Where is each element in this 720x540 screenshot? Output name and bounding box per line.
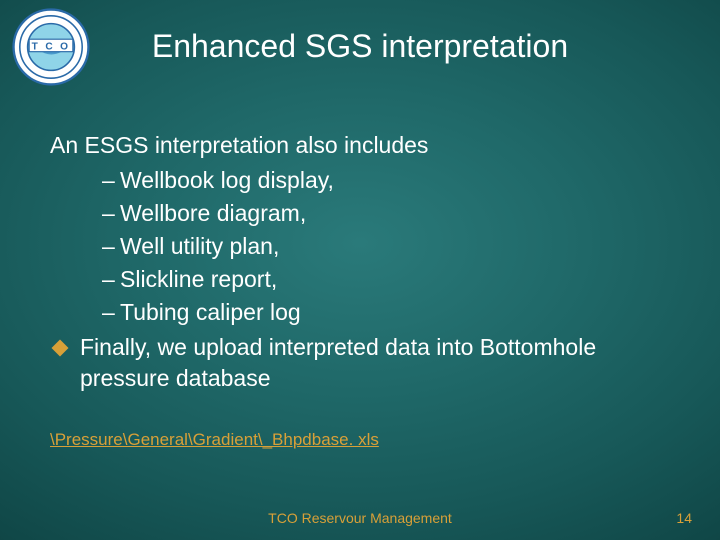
bullet-item: Finally, we upload interpreted data into… [50, 332, 670, 394]
file-path-link[interactable]: \Pressure\General\Gradient\_Bhpdbase. xl… [50, 430, 379, 450]
sub-item-text: Well utility plan, [120, 233, 279, 259]
footer-text: TCO Reservour Management [0, 510, 720, 526]
slide-title: Enhanced SGS interpretation [0, 28, 720, 65]
page-number: 14 [676, 510, 692, 526]
sub-item: –Wellbook log display, [102, 165, 670, 196]
sub-item: –Wellbore diagram, [102, 198, 670, 229]
sub-item: –Well utility plan, [102, 231, 670, 262]
diamond-bullet-icon [52, 340, 69, 357]
slide-body: An ESGS interpretation also includes –We… [50, 130, 670, 394]
sub-item-text: Wellbook log display, [120, 167, 334, 193]
sub-item-text: Slickline report, [120, 266, 277, 292]
bullet-text: Finally, we upload interpreted data into… [80, 332, 670, 394]
lead-text: An ESGS interpretation also includes [50, 130, 670, 161]
slide: T C O Enhanced SGS interpretation An ESG… [0, 0, 720, 540]
sub-item: –Slickline report, [102, 264, 670, 295]
sub-item-text: Wellbore diagram, [120, 200, 306, 226]
sub-item-text: Tubing caliper log [120, 299, 301, 325]
sub-item: –Tubing caliper log [102, 297, 670, 328]
sub-list: –Wellbook log display, –Wellbore diagram… [102, 165, 670, 328]
